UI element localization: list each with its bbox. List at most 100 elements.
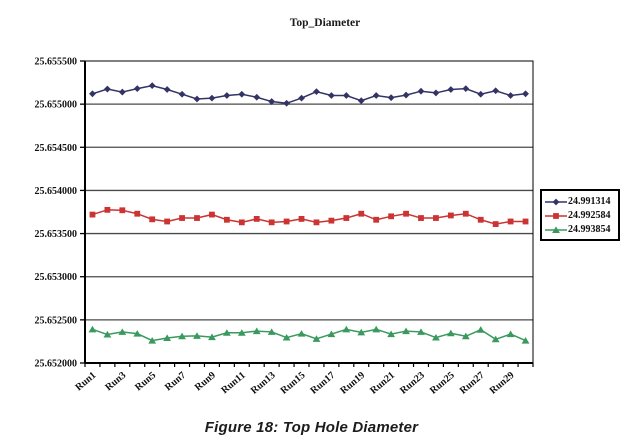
square-marker-icon <box>388 213 395 220</box>
y-tick-label: 25.654500 <box>35 143 78 154</box>
diamond-marker-icon <box>283 99 290 107</box>
legend: 24.991314 24.992584 24.993854 <box>540 189 620 241</box>
square-marker-icon <box>418 215 424 221</box>
square-marker-icon <box>179 215 185 221</box>
x-tick-label: Run3 <box>103 370 128 393</box>
y-tick-label: 25.655000 <box>35 100 78 111</box>
series-line <box>92 328 526 342</box>
x-tick-label: Run7 <box>163 370 188 393</box>
square-marker-icon <box>149 216 156 223</box>
diamond-marker-icon <box>118 88 126 96</box>
triangle-marker-icon <box>552 225 560 233</box>
diamond-marker-icon <box>223 92 231 99</box>
diamond-marker-icon <box>552 198 560 205</box>
diamond-marker-icon <box>133 85 141 93</box>
triangle-marker-icon <box>461 332 470 340</box>
y-tick-label: 25.653000 <box>35 272 78 283</box>
legend-label: 24.993854 <box>568 224 611 235</box>
triangle-marker-icon <box>88 325 97 333</box>
triangle-marker-icon <box>491 335 500 343</box>
square-marker-icon <box>403 210 409 217</box>
x-tick-label: Run5 <box>133 370 158 393</box>
triangle-marker-icon <box>312 335 321 342</box>
square-marker-icon <box>119 207 126 214</box>
legend-square-swatch <box>545 212 567 219</box>
diamond-marker-icon <box>208 94 216 102</box>
series-24.993854 <box>88 325 530 344</box>
x-tick-label: Run19 <box>338 370 367 397</box>
triangle-marker-icon <box>402 327 410 335</box>
y-tick-label: 25.653500 <box>35 229 78 240</box>
y-tick-label: 25.654000 <box>35 186 78 197</box>
diamond-marker-icon <box>104 85 111 93</box>
triangle-marker-icon <box>133 330 142 337</box>
square-marker-icon <box>283 218 290 225</box>
triangle-marker-icon <box>327 330 336 338</box>
diamond-marker-icon <box>298 94 305 102</box>
square-marker-icon <box>433 215 439 221</box>
triangle-marker-icon <box>267 328 276 335</box>
triangle-marker-icon <box>208 333 216 341</box>
square-marker-icon <box>313 219 320 226</box>
square-marker-icon <box>328 217 335 224</box>
diamond-marker-icon <box>328 92 335 99</box>
diamond-marker-icon <box>163 86 171 93</box>
square-marker-icon <box>209 211 215 218</box>
square-marker-icon <box>477 216 484 223</box>
square-marker-icon <box>507 218 514 225</box>
diamond-marker-icon <box>402 91 410 99</box>
x-tick-label: Run21 <box>368 370 397 397</box>
triangle-marker-icon <box>193 332 201 339</box>
square-marker-icon <box>134 210 141 217</box>
diamond-marker-icon <box>313 88 320 96</box>
square-marker-icon <box>447 212 454 219</box>
series-24.991314 <box>89 82 529 107</box>
triangle-marker-icon <box>237 329 246 336</box>
triangle-marker-icon <box>163 334 172 341</box>
diamond-marker-icon <box>148 82 156 89</box>
x-tick-label: Run11 <box>219 370 247 396</box>
triangle-marker-icon <box>222 329 231 336</box>
diamond-marker-icon <box>417 87 425 95</box>
square-marker-icon <box>223 216 230 223</box>
triangle-marker-icon <box>118 328 127 335</box>
triangle-marker-icon <box>252 327 261 335</box>
legend-item: 24.991314 <box>544 195 616 208</box>
diamond-marker-icon <box>507 92 514 99</box>
x-tick-label: Run27 <box>458 370 487 397</box>
y-tick-label: 25.652500 <box>35 315 78 326</box>
series-24.992584 <box>89 206 529 227</box>
diamond-marker-icon <box>89 90 96 98</box>
x-tick-label: Run17 <box>309 370 338 397</box>
triangle-marker-icon <box>103 330 112 338</box>
legend-label: 24.991314 <box>568 196 611 207</box>
square-marker-icon <box>373 216 380 223</box>
triangle-marker-icon <box>417 328 425 335</box>
square-marker-icon <box>194 215 200 221</box>
triangle-marker-icon <box>297 330 306 337</box>
triangle-marker-icon <box>148 336 157 344</box>
square-marker-icon <box>253 216 260 222</box>
diamond-marker-icon <box>372 92 380 99</box>
figure-caption: Figure 18: Top Hole Diameter <box>204 419 419 436</box>
square-marker-icon <box>522 218 529 225</box>
diamond-marker-icon <box>522 90 529 98</box>
x-tick-label: Run29 <box>488 370 517 397</box>
x-tick-label: Run9 <box>193 370 218 393</box>
chart-title: Top_Diameter <box>289 17 361 29</box>
diamond-marker-icon <box>268 98 276 105</box>
triangle-marker-icon <box>432 333 440 341</box>
triangle-marker-icon <box>282 333 291 341</box>
diamond-marker-icon <box>342 92 350 99</box>
square-marker-icon <box>89 211 96 218</box>
legend-item: 24.992584 <box>544 209 616 222</box>
triangle-marker-icon <box>476 326 485 333</box>
diamond-marker-icon <box>357 97 365 105</box>
x-tick-label: Run25 <box>428 370 457 397</box>
square-marker-icon <box>358 210 365 217</box>
diamond-marker-icon <box>492 87 500 95</box>
legend-label: 24.992584 <box>568 210 611 221</box>
triangle-marker-icon <box>387 330 396 338</box>
